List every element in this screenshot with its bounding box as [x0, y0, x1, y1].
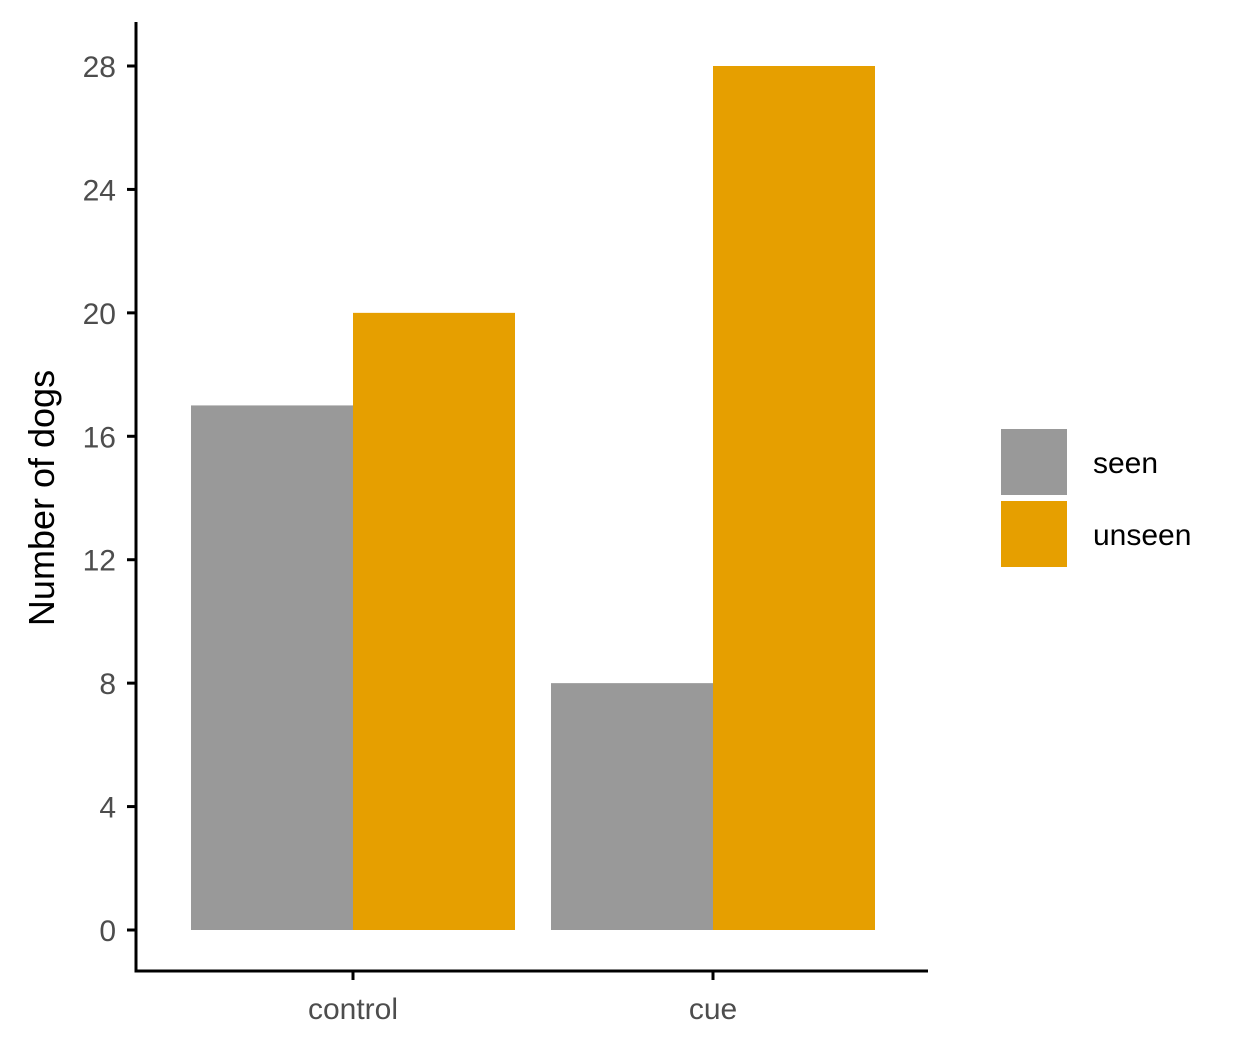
- bar-cue-seen: [551, 683, 713, 930]
- y-tick-label: 4: [99, 792, 116, 825]
- y-axis: 0 4 8 12 16 20 24 28: [83, 22, 138, 973]
- y-tick-label: 0: [99, 915, 116, 948]
- y-tick-label: 24: [83, 174, 116, 207]
- legend-key-seen: [1001, 429, 1067, 495]
- y-tick-label: 20: [83, 298, 116, 331]
- legend-key-unseen: [1001, 501, 1067, 567]
- x-tick-label: control: [308, 993, 398, 1026]
- y-axis-title: Number of dogs: [21, 370, 62, 626]
- x-tick-label: cue: [689, 993, 737, 1026]
- bar-control-unseen: [353, 312, 515, 930]
- x-axis: control cue: [134, 969, 928, 1026]
- y-tick-label: 8: [99, 668, 116, 701]
- bar-control-seen: [191, 405, 353, 930]
- y-tick-label: 28: [83, 51, 116, 84]
- legend-label-seen: seen: [1093, 447, 1158, 480]
- bar-cue-unseen: [713, 66, 875, 930]
- bars-group: [191, 66, 875, 930]
- y-tick-label: 12: [83, 545, 116, 578]
- legend: seen unseen: [1001, 429, 1191, 567]
- legend-label-unseen: unseen: [1093, 519, 1191, 552]
- y-tick-label: 16: [83, 421, 116, 454]
